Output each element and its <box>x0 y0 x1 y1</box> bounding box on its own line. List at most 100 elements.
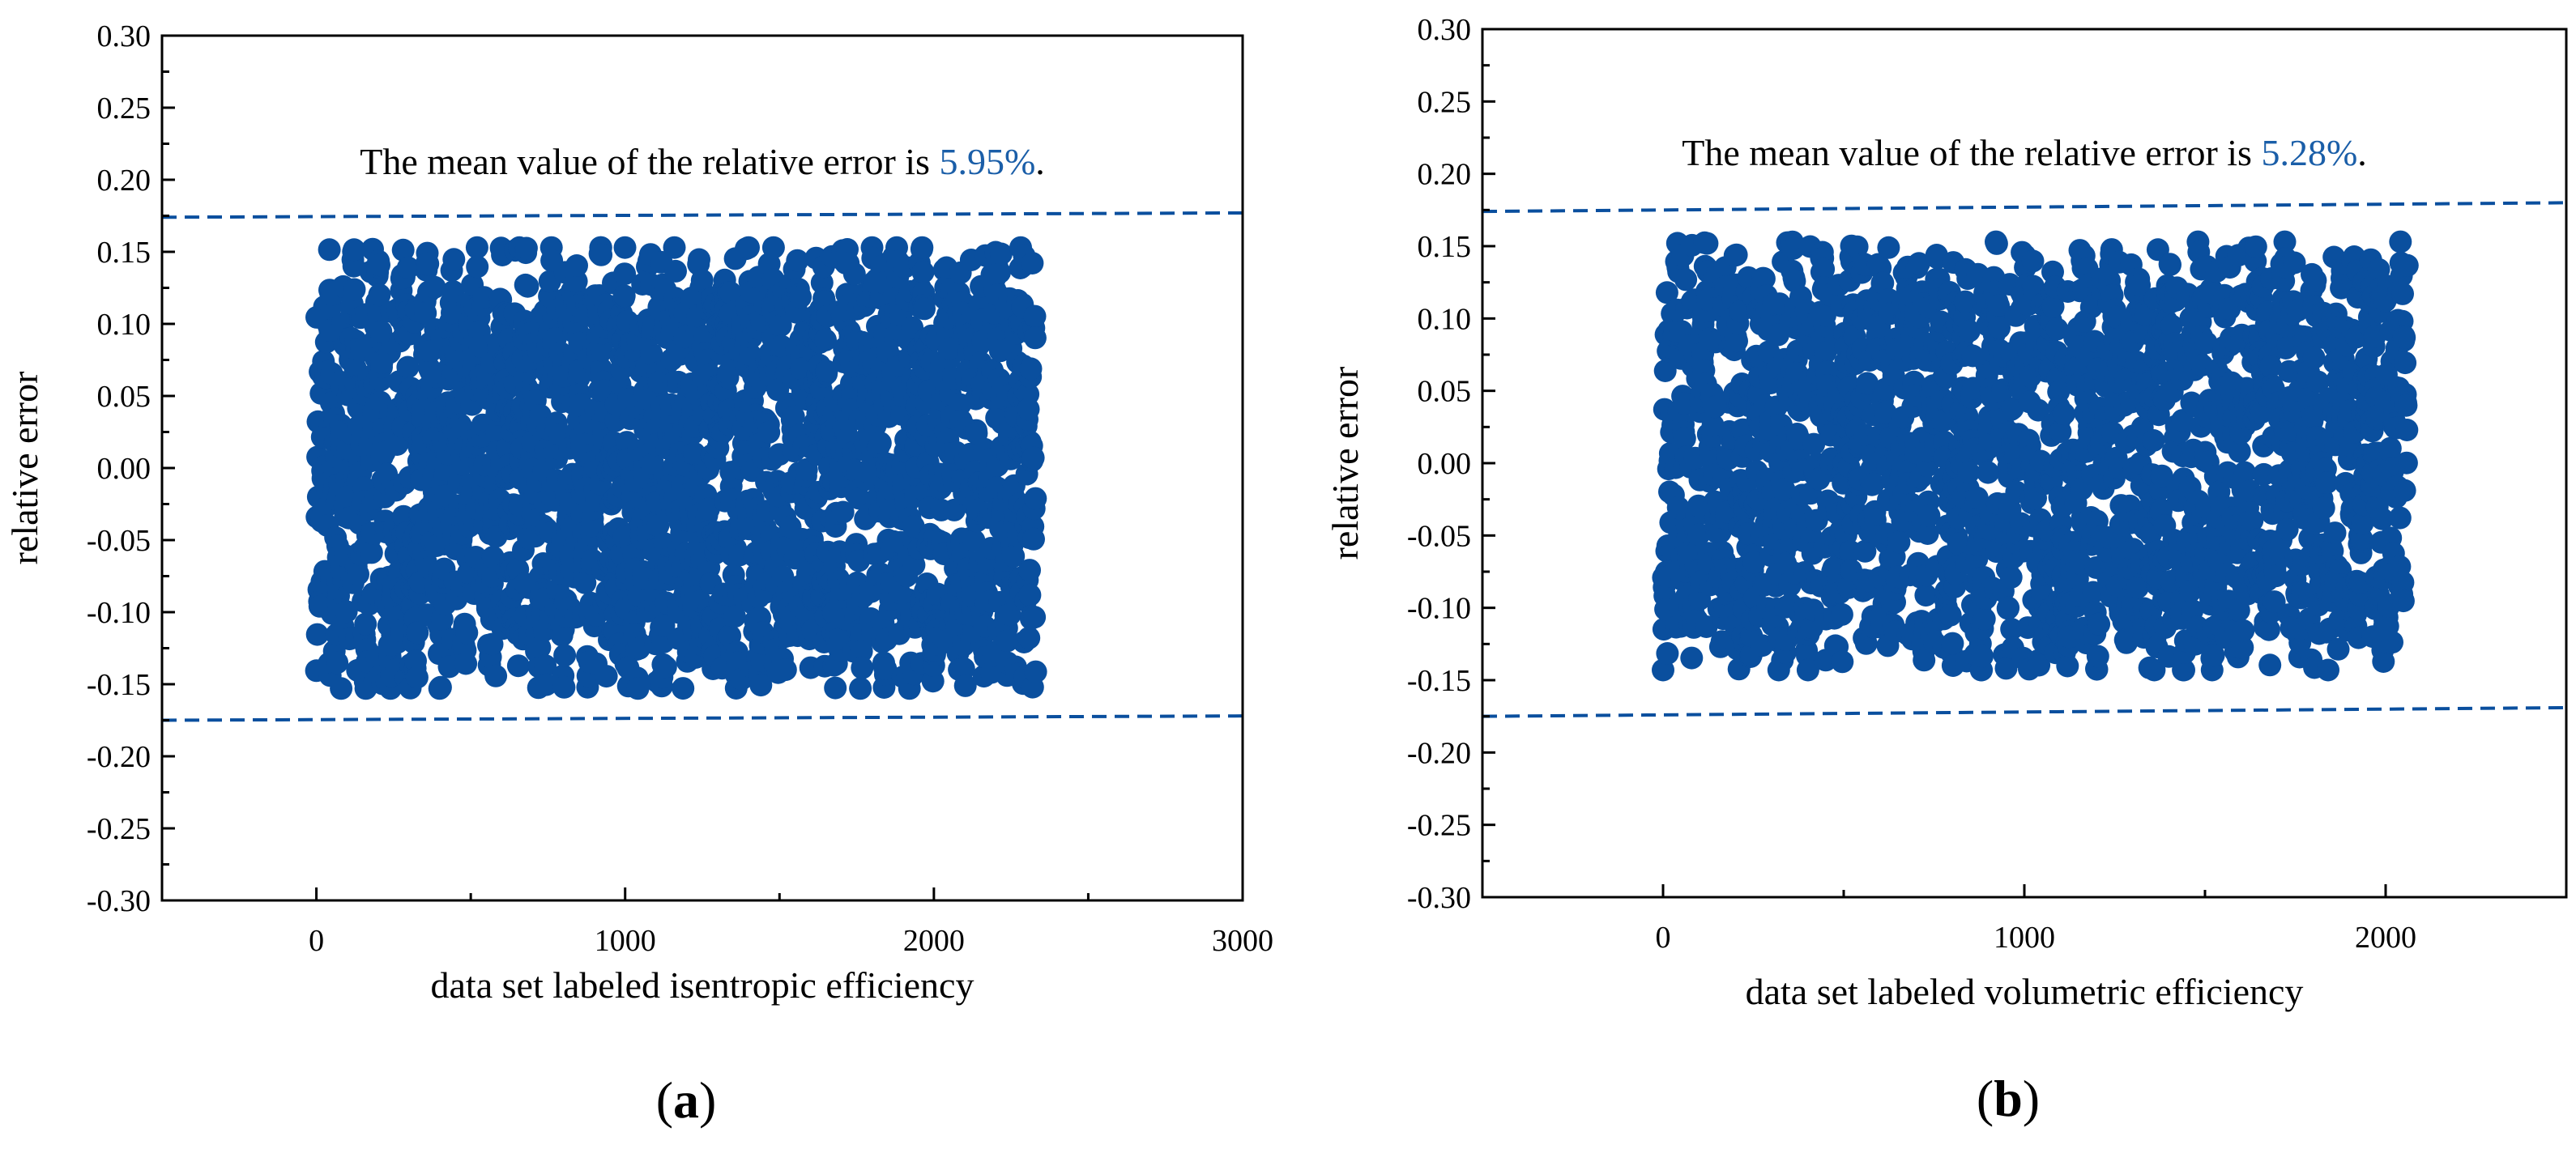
data-point <box>1999 566 2023 589</box>
data-point <box>613 236 637 259</box>
y-tick-label: 0.25 <box>97 91 151 126</box>
data-point <box>1845 235 1869 258</box>
data-point <box>1725 243 1748 266</box>
data-point <box>2088 612 2111 636</box>
data-point <box>2264 564 2288 588</box>
data-point <box>2259 355 2283 378</box>
data-point <box>2351 512 2374 535</box>
x-axis-title: data set labeled isentropic efficiency <box>431 964 975 1006</box>
data-point <box>305 623 329 646</box>
data-point <box>2001 397 2024 420</box>
data-point <box>343 238 366 262</box>
data-point <box>534 654 557 677</box>
data-point <box>1687 523 1711 547</box>
upper-bound-line <box>1482 201 2567 214</box>
data-point <box>354 612 377 636</box>
y-tick-label: 0.15 <box>1418 230 1472 264</box>
data-point <box>2041 295 2065 318</box>
data-point <box>2391 589 2415 613</box>
data-point <box>943 498 966 521</box>
x-tick-label: 0 <box>309 924 324 958</box>
data-point <box>1674 268 1698 292</box>
data-point <box>514 236 538 260</box>
data-point <box>952 657 975 680</box>
data-point <box>1831 650 1854 674</box>
data-point <box>1023 606 1047 629</box>
data-point <box>613 262 637 286</box>
data-point <box>868 432 892 455</box>
data-point <box>1024 487 1047 510</box>
data-point <box>2302 346 2326 369</box>
mean-error-annotation: The mean value of the relative error is … <box>360 141 1045 182</box>
data-point <box>2159 253 2181 276</box>
y-axis-title: relative error <box>4 372 45 565</box>
upper-bound-line <box>161 211 1243 219</box>
y-tick-label: 0.30 <box>1418 13 1472 47</box>
x-axis-title: data set labeled volumetric efficiency <box>1746 971 2304 1012</box>
data-point <box>1023 326 1047 350</box>
data-point <box>590 243 613 266</box>
lower-bound-line <box>1482 705 2567 718</box>
data-point <box>1812 257 1836 281</box>
y-tick-label: -0.20 <box>87 740 151 774</box>
y-tick-label: 0.20 <box>97 164 151 198</box>
scatter-points <box>1652 230 2419 682</box>
data-point <box>2173 658 2195 682</box>
data-point <box>757 420 781 444</box>
data-point <box>2395 419 2419 441</box>
data-point <box>761 236 785 259</box>
data-point <box>2323 521 2347 545</box>
data-point <box>2273 230 2297 253</box>
y-tick-label: -0.30 <box>1407 881 1471 915</box>
data-point <box>528 636 552 659</box>
data-point <box>553 644 577 667</box>
data-point <box>1853 539 1877 563</box>
data-point <box>396 355 420 379</box>
y-tick-label: -0.10 <box>87 596 151 630</box>
x-tick-label: 3000 <box>1212 924 1273 958</box>
data-point <box>1957 319 1981 343</box>
y-tick-label: -0.30 <box>87 884 151 918</box>
data-point <box>1796 658 1819 682</box>
y-tick-label: 0.00 <box>97 452 151 486</box>
data-point <box>652 614 676 637</box>
data-point <box>2202 644 2225 667</box>
data-point <box>1830 602 1853 626</box>
data-point <box>1742 551 1766 574</box>
data-point <box>406 621 429 645</box>
data-point <box>442 248 466 271</box>
data-point <box>2194 331 2218 355</box>
y-tick-label: -0.25 <box>1407 809 1471 843</box>
data-point <box>2233 461 2256 484</box>
data-point <box>2394 351 2417 375</box>
data-point <box>1022 527 1045 551</box>
y-tick-label: 0.10 <box>97 308 151 342</box>
data-point <box>1985 232 2008 255</box>
data-point <box>1024 660 1047 683</box>
data-point <box>2275 517 2299 541</box>
data-point <box>343 278 366 301</box>
data-point <box>1655 281 1678 304</box>
data-point <box>719 281 742 304</box>
data-point <box>1002 544 1026 568</box>
data-point <box>1965 486 1989 509</box>
data-point <box>769 314 792 337</box>
data-point <box>789 285 812 309</box>
data-point <box>989 242 1013 266</box>
data-point <box>842 262 866 286</box>
data-point <box>911 236 934 259</box>
data-point <box>850 640 873 663</box>
y-axis-title: relative error <box>1324 367 1366 560</box>
x-tick-label: 0 <box>1656 921 1671 955</box>
data-point <box>2306 370 2330 394</box>
data-point <box>2027 398 2050 422</box>
y-tick-label: -0.10 <box>1407 592 1471 626</box>
data-point <box>874 657 898 680</box>
data-point <box>2393 326 2416 349</box>
data-point <box>326 651 349 675</box>
data-point <box>581 514 604 538</box>
data-point <box>2395 253 2419 277</box>
data-point <box>2381 631 2403 654</box>
data-point <box>1673 427 1696 450</box>
